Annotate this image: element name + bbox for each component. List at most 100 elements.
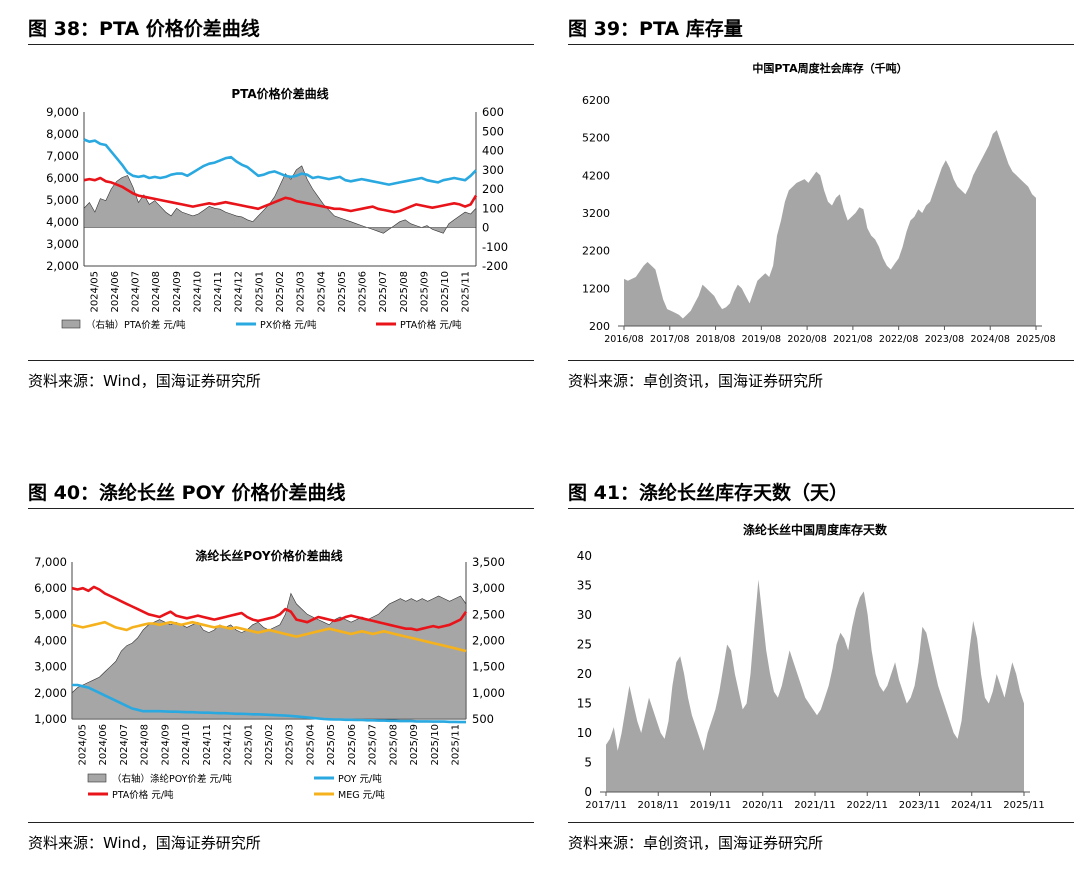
- y-left-tick-label: 7,000: [46, 149, 79, 163]
- y-right-tick-label: -200: [482, 259, 508, 273]
- series-line-2: [71, 585, 468, 632]
- x-tick-label: 2021/11: [794, 800, 836, 811]
- x-tick-label: 2024/12: [234, 271, 245, 313]
- figure-39-title: 图 39：PTA 库存量: [568, 18, 743, 40]
- y-left-tick-label: 2,000: [46, 259, 79, 273]
- legend-label-2: PTA价格 元/吨: [112, 789, 174, 801]
- y-right-tick-label: 200: [482, 182, 504, 196]
- x-tick-label: 2024/08: [140, 724, 151, 766]
- x-tick-label: 2018/11: [637, 800, 679, 811]
- y-tick-label: 25: [577, 638, 592, 652]
- figure-40-title: 图 40：涤纶长丝 POY 价格价差曲线: [28, 482, 346, 504]
- legend-label-2: PTA价格 元/吨: [400, 319, 462, 331]
- x-tick-label: 2025/11: [461, 271, 472, 313]
- y-left-tick-label: 7,000: [34, 555, 67, 569]
- x-tick-label: 2024/10: [192, 271, 203, 313]
- series-line-1: [83, 138, 477, 186]
- y-left-tick-label: 4,000: [34, 634, 67, 648]
- x-tick-label: 2025/05: [337, 271, 348, 313]
- x-tick-label: 2025/06: [358, 271, 369, 313]
- legend-label-0: （右轴）PTA价差 元/吨: [86, 319, 186, 331]
- y-left-tick-label: 4,000: [46, 215, 79, 229]
- y-right-tick-label: 1,500: [472, 660, 505, 674]
- y-tick-label: 5200: [582, 132, 610, 145]
- series-area-0: [71, 592, 467, 720]
- x-tick-label: 2017/08: [650, 334, 689, 345]
- x-tick-label: 2025/01: [254, 271, 265, 313]
- series-line-1: [72, 683, 466, 724]
- figure-41-title-rule: [568, 508, 1074, 509]
- figure-41-title: 图 41：涤纶长丝库存天数（天）: [568, 482, 849, 504]
- x-tick-label: 2024/08: [151, 271, 162, 313]
- series-line-2: [83, 176, 478, 214]
- x-tick-label: 2024/05: [89, 271, 100, 313]
- poy-price-spread-chart: 涤纶长丝POY价格价差曲线 1,000 2,000 3,000 4,000 5,000 6,…: [34, 548, 505, 801]
- x-tick-label: 2020/08: [787, 334, 826, 345]
- y-right-tick-label: 1,000: [472, 686, 505, 700]
- chart-title: 中国PTA周度社会库存（千吨）: [752, 61, 907, 75]
- y-left-tick-label: 1,000: [34, 712, 67, 726]
- figure-39-source-rule: [568, 360, 1074, 361]
- y-right-tick-label: 0: [482, 221, 489, 235]
- x-tick-label: 2024/07: [131, 271, 142, 313]
- figure-40-source: 资料来源：Wind，国海证券研究所: [28, 834, 261, 852]
- y-right-tick-label: 500: [482, 124, 504, 138]
- chart-title: 涤纶长丝中国周度库存天数: [743, 522, 888, 537]
- figure-39-title-rule: [568, 44, 1074, 45]
- figure-41-source-rule: [568, 822, 1074, 823]
- y-tick-label: 4200: [582, 169, 610, 182]
- legend-swatch-0: [87, 773, 107, 783]
- y-right-tick-label: -100: [482, 240, 508, 254]
- x-tick-label: 2025/09: [419, 271, 430, 313]
- x-tick-label: 2025/07: [368, 724, 379, 766]
- y-tick-label: 10: [577, 726, 592, 740]
- x-tick-label: 2024/11: [951, 800, 993, 811]
- y-tick-label: 40: [577, 549, 592, 563]
- y-left-tick-label: 8,000: [46, 127, 79, 141]
- x-tick-label: 2025/03: [296, 271, 307, 313]
- legend-label-1: PX价格 元/吨: [260, 319, 317, 331]
- y-tick-label: 1200: [582, 282, 610, 295]
- y-right-tick-label: 3,000: [472, 581, 505, 595]
- x-tick-label: 2025/02: [264, 724, 275, 766]
- y-left-tick-label: 5,000: [34, 607, 67, 621]
- y-left-tick-label: 2,000: [34, 686, 67, 700]
- x-tick-label: 2025/02: [275, 271, 286, 313]
- x-tick-label: 2024/09: [172, 271, 183, 313]
- x-tick-label: 2024/12: [223, 724, 234, 766]
- series-area-0: [624, 130, 1036, 326]
- x-tick-label: 2020/11: [742, 800, 784, 811]
- y-tick-label: 200: [589, 320, 610, 333]
- x-tick-label: 2021/08: [833, 334, 872, 345]
- x-tick-label: 2016/08: [604, 334, 643, 345]
- y-tick-label: 0: [584, 785, 592, 799]
- series-area-0: [606, 579, 1024, 792]
- x-tick-label: 2024/08: [970, 334, 1009, 345]
- x-tick-label: 2025/04: [316, 271, 327, 313]
- x-tick-label: 2025/07: [378, 271, 389, 313]
- y-right-tick-label: 300: [482, 163, 504, 177]
- chart-title: PTA价格价差曲线: [231, 86, 328, 101]
- y-left-tick-label: 6,000: [46, 171, 79, 185]
- x-tick-label: 2024/11: [202, 724, 213, 766]
- legend-label-3: MEG 元/吨: [338, 789, 385, 801]
- figure-38-source-rule: [28, 360, 534, 361]
- y-tick-label: 30: [577, 608, 592, 622]
- poy-inventory-days-chart: 涤纶长丝中国周度库存天数 0 5 10 15 20 25 30 35 40 2017/11 2018/…: [577, 522, 1045, 811]
- figure-40-title-rule: [28, 508, 534, 509]
- x-tick-label: 2024/10: [181, 724, 192, 766]
- pta-price-spread-chart: PTA价格价差曲线 2,000 3,000 4,000 5,000 6,000 7,000 8…: [46, 86, 508, 331]
- x-tick-label: 2025/08: [388, 724, 399, 766]
- chart-title: 涤纶长丝POY价格价差曲线: [195, 548, 342, 563]
- x-tick-label: 2019/08: [742, 334, 781, 345]
- x-tick-label: 2025/11: [1003, 800, 1045, 811]
- y-left-tick-label: 6,000: [34, 581, 67, 595]
- legend-swatch-0: [61, 319, 81, 329]
- x-tick-label: 2025/05: [326, 724, 337, 766]
- x-tick-label: 2025/08: [1016, 334, 1055, 345]
- x-tick-label: 2022/11: [846, 800, 888, 811]
- x-tick-label: 2025/03: [285, 724, 296, 766]
- pta-inventory-chart: 中国PTA周度社会库存（千吨） 200 1200 2200 3200 4200 5200 62…: [582, 61, 1056, 345]
- y-right-tick-label: 2,000: [472, 634, 505, 648]
- legend-label-1: POY 元/吨: [338, 773, 382, 785]
